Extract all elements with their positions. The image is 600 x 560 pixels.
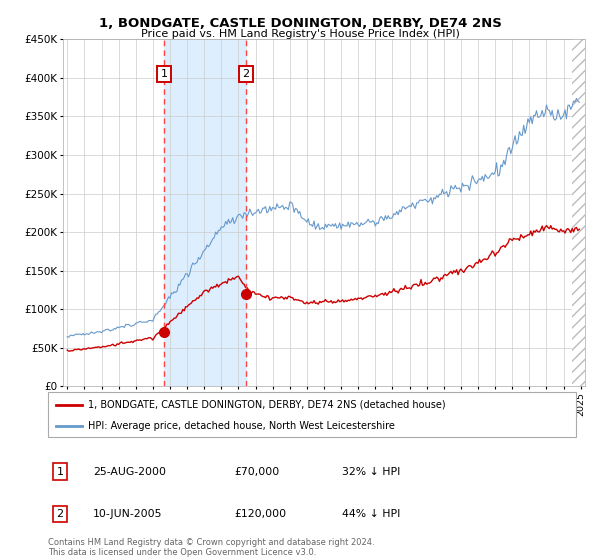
Text: 32% ↓ HPI: 32% ↓ HPI [342,466,400,477]
Text: 2: 2 [56,509,64,519]
Text: Price paid vs. HM Land Registry's House Price Index (HPI): Price paid vs. HM Land Registry's House … [140,29,460,39]
Text: Contains HM Land Registry data © Crown copyright and database right 2024.
This d: Contains HM Land Registry data © Crown c… [48,538,374,557]
Text: 1, BONDGATE, CASTLE DONINGTON, DERBY, DE74 2NS: 1, BONDGATE, CASTLE DONINGTON, DERBY, DE… [98,17,502,30]
Text: 1: 1 [160,69,167,79]
Text: 1, BONDGATE, CASTLE DONINGTON, DERBY, DE74 2NS (detached house): 1, BONDGATE, CASTLE DONINGTON, DERBY, DE… [88,399,445,409]
Text: 2: 2 [242,69,250,79]
Text: £120,000: £120,000 [234,509,286,519]
Text: £70,000: £70,000 [234,466,279,477]
Text: 44% ↓ HPI: 44% ↓ HPI [342,509,400,519]
Text: 1: 1 [56,466,64,477]
Text: HPI: Average price, detached house, North West Leicestershire: HPI: Average price, detached house, Nort… [88,421,394,431]
FancyBboxPatch shape [48,392,576,437]
Bar [164,39,246,386]
Text: 10-JUN-2005: 10-JUN-2005 [93,509,163,519]
Text: 25-AUG-2000: 25-AUG-2000 [93,466,166,477]
Bar [572,39,585,386]
